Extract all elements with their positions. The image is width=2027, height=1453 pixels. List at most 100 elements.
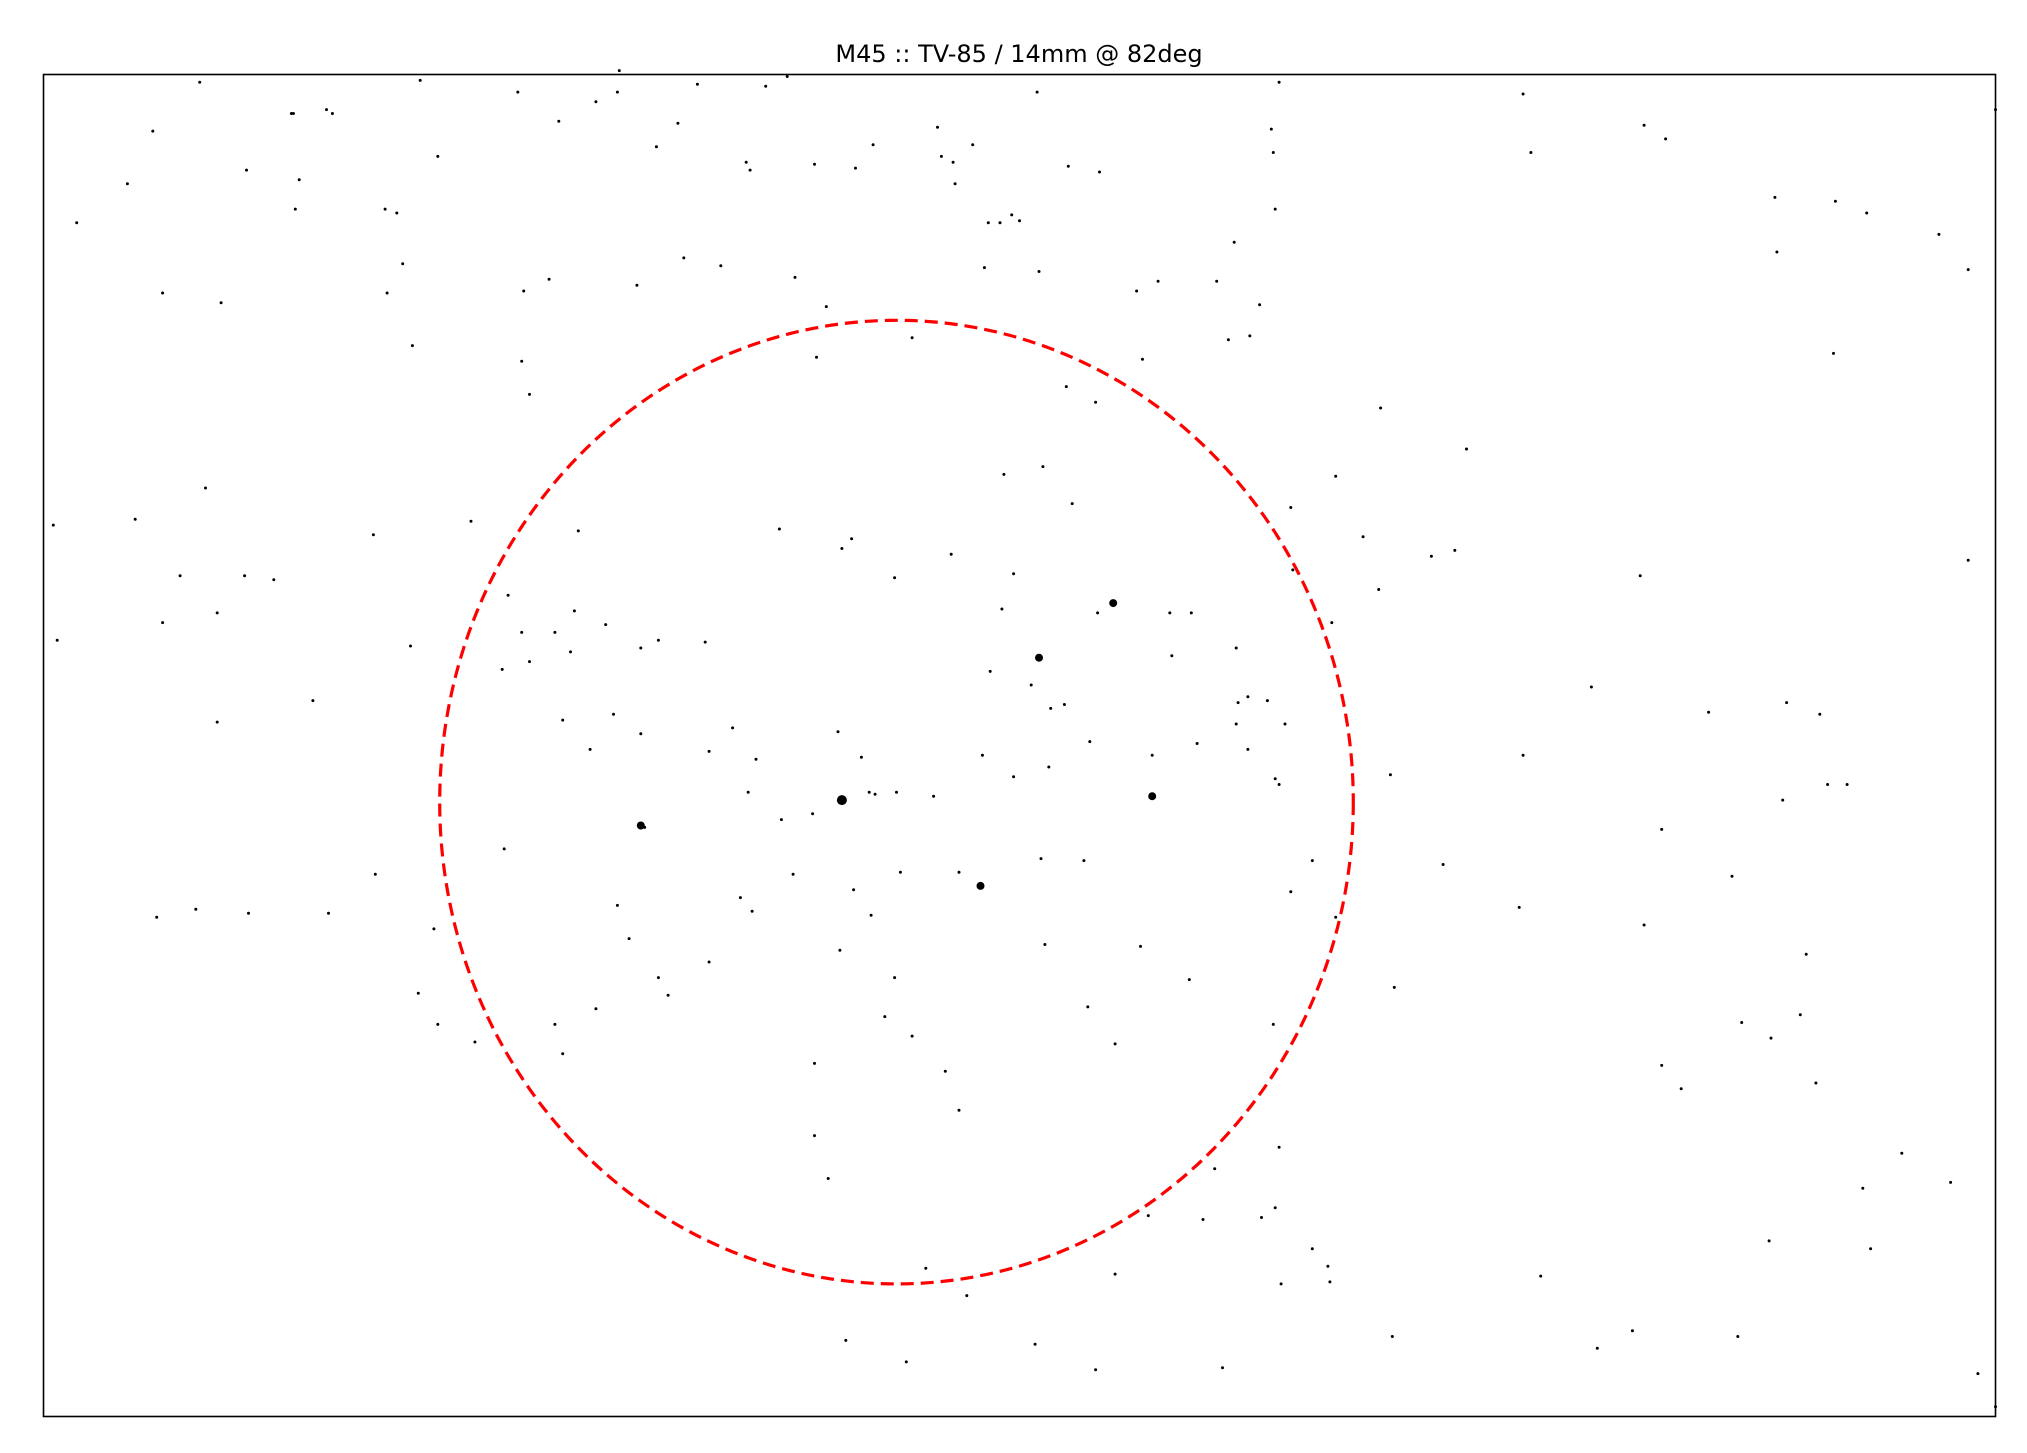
faint-star (893, 976, 897, 980)
faint-star (1660, 827, 1664, 831)
faint-star (1002, 472, 1006, 476)
faint-star (764, 84, 768, 88)
faint-star (500, 667, 504, 671)
faint-star (1976, 1372, 1980, 1376)
faint-star (971, 143, 975, 147)
faint-star (1201, 1218, 1205, 1221)
faint-star (557, 119, 561, 123)
faint-star (194, 907, 198, 911)
faint-star (247, 911, 250, 915)
faint-star (1113, 1272, 1117, 1276)
faint-star (1273, 1206, 1277, 1210)
faint-star (1012, 572, 1016, 576)
faint-star (998, 221, 1002, 225)
faint-star (910, 336, 914, 340)
faint-star (1043, 943, 1047, 946)
faint-star (813, 162, 816, 166)
faint-star (1291, 568, 1295, 572)
faint-star (850, 537, 854, 541)
faint-star (1453, 548, 1457, 552)
faint-star (1390, 1335, 1394, 1338)
faint-star (1595, 1346, 1599, 1350)
faint-star (1869, 1247, 1873, 1251)
faint-star (1334, 474, 1338, 478)
faint-star (1226, 338, 1230, 342)
faint-star (1767, 1239, 1771, 1243)
faint-star (949, 552, 953, 556)
faint-star (1277, 783, 1281, 786)
faint-star (469, 519, 473, 523)
faint-star (1094, 400, 1098, 404)
faint-star (1094, 1368, 1098, 1372)
faint-star (383, 207, 387, 211)
faint-star (656, 638, 660, 642)
faint-star (666, 993, 670, 997)
faint-star (1826, 783, 1830, 786)
faint-star (418, 78, 422, 82)
faint-star (939, 154, 943, 158)
faint-star (719, 264, 723, 268)
faint-star (198, 80, 202, 84)
faint-star (910, 1034, 914, 1038)
faint-star (528, 660, 531, 664)
faint-star (1326, 1264, 1330, 1268)
faint-star (682, 256, 686, 260)
faint-star (327, 911, 330, 915)
faint-star (1289, 890, 1293, 894)
faint-star (1265, 699, 1269, 703)
faint-star (731, 726, 735, 730)
faint-star (707, 960, 711, 964)
faint-star (1213, 1167, 1217, 1171)
faint-star (520, 359, 524, 363)
faint-star (1277, 1145, 1281, 1149)
faint-star (1012, 775, 1016, 779)
faint-star (1773, 195, 1777, 199)
faint-star (1039, 857, 1043, 861)
faint-star (1269, 127, 1273, 131)
faint-star (1664, 137, 1668, 141)
faint-star (1035, 90, 1039, 94)
faint-star (1156, 279, 1160, 283)
faint-star (436, 154, 440, 158)
faint-star (1642, 923, 1646, 927)
faint-star (924, 1266, 928, 1270)
faint-star (815, 355, 818, 359)
faint-star (1994, 1405, 1997, 1409)
faint-star (1187, 978, 1191, 982)
faint-star (1377, 588, 1381, 591)
faint-star (1082, 859, 1086, 863)
faint-star (1638, 574, 1642, 578)
faint-star (1018, 219, 1021, 223)
faint-star (750, 909, 754, 913)
faint-star (1529, 151, 1533, 154)
faint-star (1660, 1063, 1664, 1067)
faint-star (627, 937, 631, 941)
faint-star (1246, 695, 1250, 699)
faint-star (965, 1294, 969, 1298)
faint-star (604, 623, 608, 627)
faint-star (1271, 1022, 1275, 1026)
faint-star (1277, 80, 1281, 84)
faint-star (654, 145, 658, 149)
faint-star (594, 100, 598, 104)
faint-stars (51, 69, 1997, 1409)
faint-star (1785, 701, 1789, 705)
faint-star (1781, 798, 1785, 802)
faint-star (1064, 385, 1068, 389)
faint-star (553, 1022, 557, 1026)
bright-star (636, 821, 645, 830)
faint-star (1086, 1005, 1090, 1009)
faint-star (572, 609, 576, 613)
faint-star (1429, 554, 1433, 558)
faint-star (125, 182, 129, 186)
faint-star (957, 1108, 961, 1112)
faint-star (373, 872, 377, 876)
faint-star (1679, 1087, 1683, 1091)
faint-star (1234, 646, 1238, 650)
faint-star (1517, 905, 1521, 909)
faint-star (813, 1134, 816, 1138)
faint-star (133, 517, 137, 521)
faint-star (1168, 611, 1172, 615)
faint-star (1861, 1186, 1865, 1190)
